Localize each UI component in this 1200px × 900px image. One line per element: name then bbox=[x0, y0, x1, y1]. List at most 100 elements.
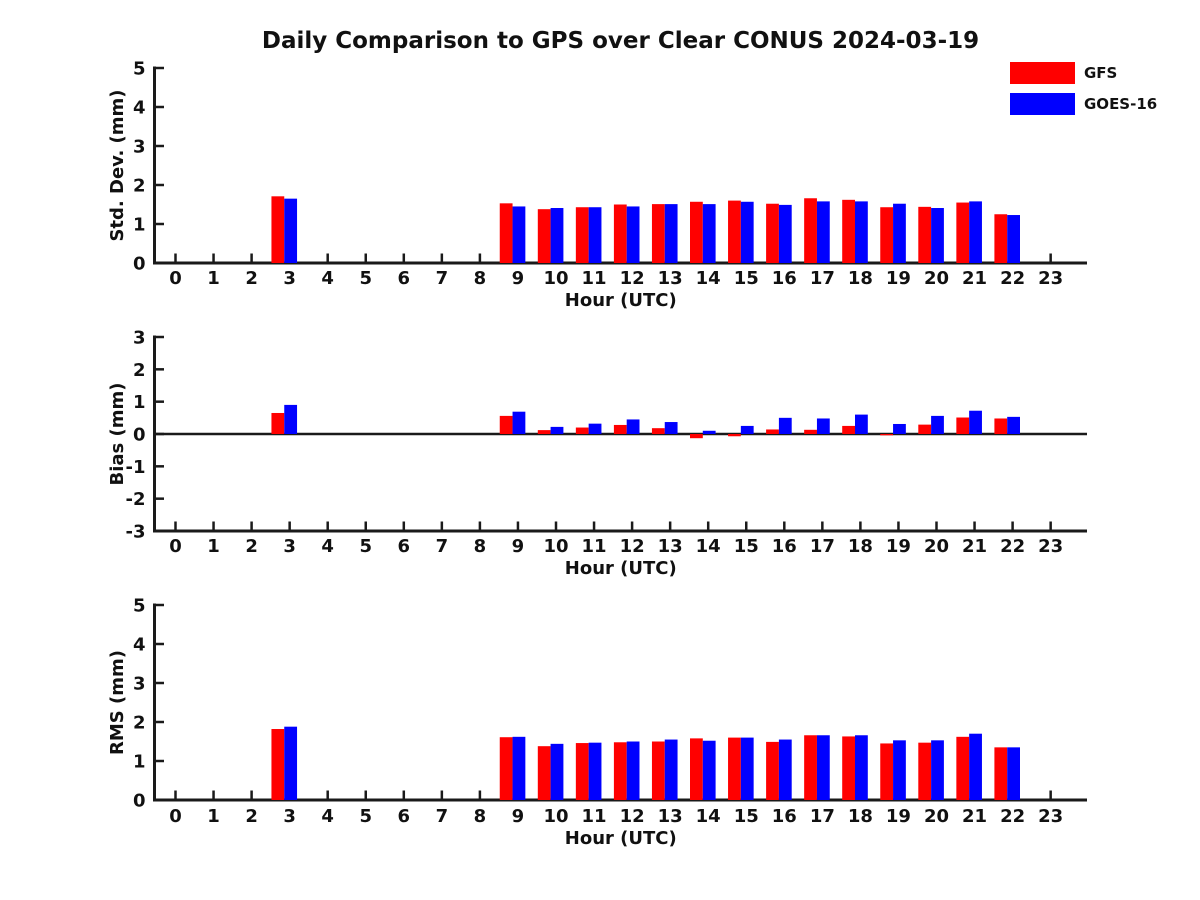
bar-gfs-hour-17 bbox=[804, 735, 817, 800]
y-tick-label: 3 bbox=[133, 674, 146, 695]
y-axis-title: RMS (mm) bbox=[107, 650, 128, 755]
x-tick-label: 3 bbox=[283, 806, 296, 827]
bar-goes-16-hour-3 bbox=[284, 726, 298, 800]
x-tick-label: 10 bbox=[543, 806, 568, 827]
bar-goes-16-hour-16 bbox=[778, 739, 792, 800]
bar-gfs-hour-19 bbox=[880, 743, 894, 800]
bar-gfs-hour-9 bbox=[499, 737, 513, 800]
bar-gfs-hour-9 bbox=[499, 415, 513, 434]
bar-gfs-hour-22 bbox=[994, 747, 1008, 800]
x-tick-label: 17 bbox=[810, 806, 835, 827]
bar-goes-16-hour-19 bbox=[893, 740, 906, 800]
y-tick-label: 3 bbox=[133, 137, 146, 158]
x-tick-label: 9 bbox=[512, 536, 525, 557]
y-tick-label: -1 bbox=[126, 457, 146, 478]
bar-goes-16-hour-11 bbox=[588, 207, 602, 263]
x-tick-label: 7 bbox=[436, 268, 449, 289]
bar-goes-16-hour-13 bbox=[664, 739, 678, 800]
x-tick-label: 2 bbox=[245, 536, 258, 557]
x-tick-label: 9 bbox=[512, 806, 525, 827]
bar-gfs-hour-9 bbox=[499, 203, 513, 263]
bar-gfs-hour-14 bbox=[690, 738, 703, 800]
bar-gfs-hour-10 bbox=[537, 430, 551, 434]
bar-goes-16-hour-15 bbox=[740, 201, 754, 263]
x-tick-label: 8 bbox=[474, 806, 487, 827]
y-tick-label: 2 bbox=[133, 713, 146, 734]
x-tick-label: 20 bbox=[924, 268, 949, 289]
x-tick-label: 20 bbox=[924, 536, 949, 557]
chart-title: Daily Comparison to GPS over Clear CONUS… bbox=[261, 28, 980, 54]
bar-goes-16-hour-21 bbox=[969, 201, 982, 263]
legend-swatch-gfs bbox=[1010, 62, 1075, 84]
bar-gfs-hour-22 bbox=[994, 214, 1008, 263]
x-tick-label: 16 bbox=[772, 536, 797, 557]
x-tick-label: 8 bbox=[474, 268, 487, 289]
y-tick-label: 4 bbox=[133, 98, 146, 119]
bar-goes-16-hour-17 bbox=[816, 735, 830, 800]
y-tick-label: 1 bbox=[133, 752, 146, 773]
legend-label-goes16: GOES-16 bbox=[1084, 95, 1158, 113]
x-tick-label: 0 bbox=[169, 268, 182, 289]
bar-goes-16-hour-16 bbox=[778, 204, 792, 263]
x-tick-label: 11 bbox=[582, 536, 607, 557]
y-tick-label: 5 bbox=[133, 596, 146, 617]
x-tick-label: 8 bbox=[474, 536, 487, 557]
x-tick-label: 13 bbox=[658, 806, 683, 827]
x-tick-label: 23 bbox=[1038, 536, 1063, 557]
x-tick-label: 11 bbox=[582, 806, 607, 827]
bar-gfs-hour-12 bbox=[613, 204, 627, 263]
bar-gfs-hour-18 bbox=[842, 736, 855, 800]
x-tick-label: 14 bbox=[696, 806, 721, 827]
y-tick-label: 0 bbox=[133, 791, 146, 812]
x-tick-label: 11 bbox=[582, 268, 607, 289]
x-tick-label: 19 bbox=[886, 268, 911, 289]
bar-gfs-hour-11 bbox=[575, 207, 589, 263]
bar-gfs-hour-15 bbox=[728, 200, 741, 263]
bar-goes-16-hour-11 bbox=[588, 742, 602, 800]
bar-goes-16-hour-20 bbox=[931, 208, 944, 263]
x-tick-label: 13 bbox=[658, 268, 683, 289]
bar-goes-16-hour-17 bbox=[816, 418, 830, 434]
bar-gfs-hour-18 bbox=[842, 425, 855, 434]
x-tick-label: 5 bbox=[359, 806, 372, 827]
y-axis-title: Std. Dev. (mm) bbox=[107, 89, 128, 241]
x-tick-label: 12 bbox=[620, 806, 645, 827]
x-tick-label: 7 bbox=[436, 536, 449, 557]
x-tick-label: 1 bbox=[207, 536, 220, 557]
x-tick-label: 1 bbox=[207, 268, 220, 289]
bar-gfs-hour-13 bbox=[651, 428, 665, 434]
y-tick-label: 4 bbox=[133, 635, 146, 656]
x-tick-label: 18 bbox=[848, 268, 873, 289]
x-tick-label: 14 bbox=[696, 536, 721, 557]
y-tick-label: 2 bbox=[133, 360, 146, 381]
bar-goes-16-hour-12 bbox=[626, 419, 640, 434]
x-tick-label: 18 bbox=[848, 536, 873, 557]
bar-goes-16-hour-10 bbox=[550, 426, 564, 434]
bar-goes-16-hour-10 bbox=[550, 208, 564, 263]
x-axis-title: Hour (UTC) bbox=[565, 828, 677, 849]
x-tick-label: 10 bbox=[543, 536, 568, 557]
x-tick-label: 21 bbox=[962, 268, 987, 289]
bar-goes-16-hour-18 bbox=[855, 201, 868, 263]
bar-goes-16-hour-19 bbox=[893, 203, 906, 263]
bar-goes-16-hour-10 bbox=[550, 743, 564, 800]
bar-goes-16-hour-15 bbox=[740, 737, 754, 800]
bar-gfs-hour-16 bbox=[766, 429, 779, 434]
x-tick-label: 2 bbox=[245, 806, 258, 827]
bar-goes-16-hour-3 bbox=[284, 198, 298, 263]
bar-gfs-hour-3 bbox=[271, 196, 285, 263]
bar-goes-16-hour-19 bbox=[893, 423, 906, 434]
bar-gfs-hour-3 bbox=[271, 729, 285, 800]
x-tick-label: 23 bbox=[1038, 806, 1063, 827]
bar-gfs-hour-3 bbox=[271, 412, 285, 434]
bar-gfs-hour-21 bbox=[956, 417, 970, 434]
x-tick-label: 3 bbox=[283, 268, 296, 289]
bar-gfs-hour-14 bbox=[690, 201, 703, 263]
y-tick-label: -3 bbox=[126, 522, 146, 543]
x-tick-label: 15 bbox=[734, 806, 759, 827]
bar-goes-16-hour-20 bbox=[931, 415, 944, 434]
x-tick-label: 2 bbox=[245, 268, 258, 289]
bar-goes-16-hour-20 bbox=[931, 740, 944, 800]
bar-goes-16-hour-9 bbox=[512, 411, 526, 434]
